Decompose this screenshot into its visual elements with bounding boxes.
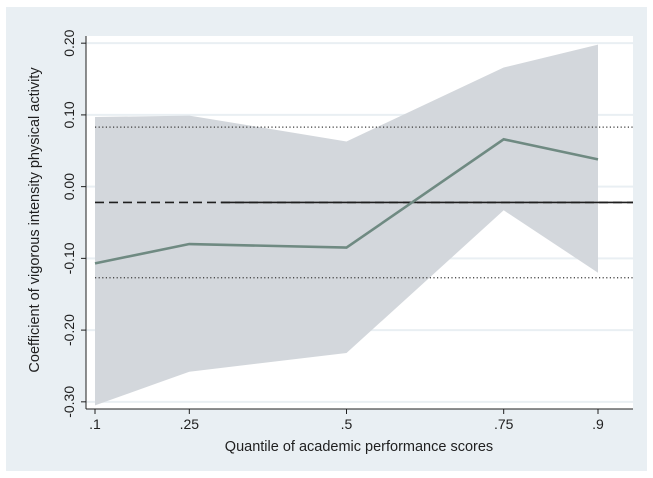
confidence-band-layer [95, 44, 598, 406]
y-tick-label-4: -0.20 [61, 314, 77, 346]
series-layer [94, 137, 599, 265]
reference-lines [95, 126, 633, 279]
x-axis-title: Quantile of academic performance scores [225, 439, 493, 455]
y-tick-label-2: 0.00 [61, 173, 77, 200]
x-tick-label-3: .75 [494, 416, 514, 432]
y-tick-label-3: -0.10 [61, 242, 77, 274]
y-axis-title: Coefficient of vigorous intensity physic… [27, 67, 43, 373]
y-tick-label-1: 0.10 [61, 101, 77, 128]
y-tick-label-5: -0.30 [61, 386, 77, 418]
figure: 0.20 0.10 0.00 -0.10 -0.20 -0.30 .1 .25 .5 .75 .9… [6, 7, 647, 471]
x-tick-label-2: .5 [341, 416, 353, 432]
x-tick-label-1: .25 [180, 416, 200, 432]
x-tick-label-0: .1 [89, 416, 101, 432]
x-tick-label-4: .9 [592, 416, 604, 432]
confidence-band [95, 44, 598, 406]
chart: 0.20 0.10 0.00 -0.10 -0.20 -0.30 .1 .25 .5 .75 .9… [27, 29, 633, 455]
x-axis-ticks: .1 .25 .5 .75 .9 [89, 409, 604, 432]
y-tick-label-0: 0.20 [61, 29, 77, 56]
y-axis-ticks: 0.20 0.10 0.00 -0.10 -0.20 -0.30 [61, 29, 86, 418]
